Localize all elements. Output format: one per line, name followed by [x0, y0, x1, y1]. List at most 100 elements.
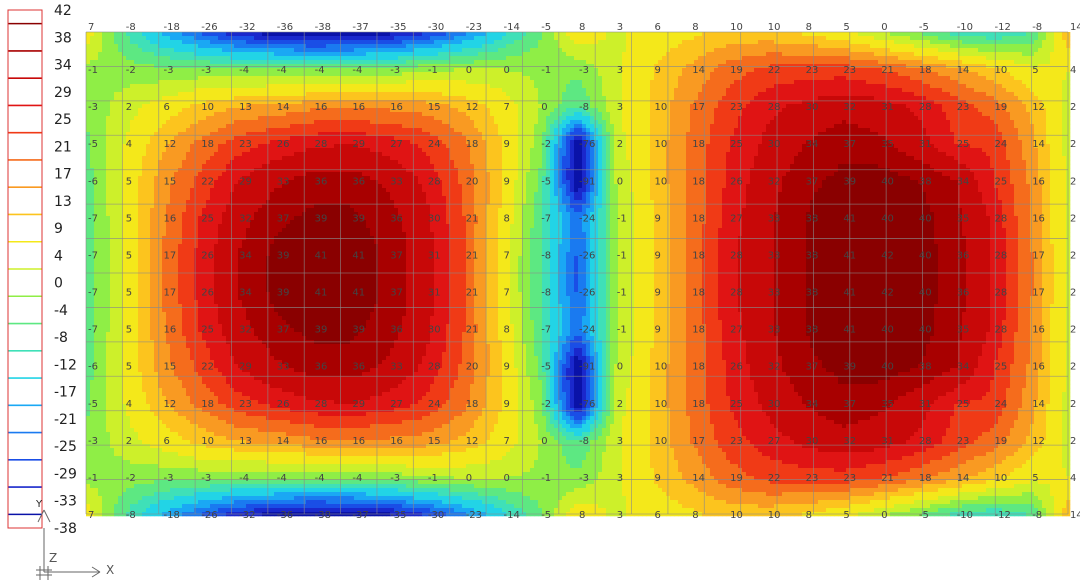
contour-cell: [422, 96, 427, 101]
contour-cell: [898, 84, 903, 89]
contour-cell: [646, 104, 651, 109]
contour-cell: [162, 40, 167, 45]
contour-cell: [834, 44, 839, 49]
contour-cell: [1030, 80, 1035, 85]
contour-cell: [486, 32, 491, 37]
contour-cell: [510, 32, 515, 37]
contour-cell: [614, 80, 619, 85]
contour-cell: [258, 100, 263, 105]
contour-cell: [722, 76, 727, 81]
contour-cell: [942, 84, 947, 89]
contour-cell: [290, 76, 295, 81]
contour-cell: [350, 88, 355, 93]
contour-cell: [758, 104, 763, 109]
contour-cell: [1046, 108, 1051, 113]
contour-cell: [1058, 84, 1063, 89]
contour-cell: [482, 84, 487, 89]
contour-cell: [518, 52, 523, 57]
contour-cell: [890, 108, 895, 113]
contour-cell: [486, 52, 491, 57]
contour-cell: [614, 72, 619, 77]
contour-cell: [454, 72, 459, 77]
contour-cell: [766, 76, 771, 81]
contour-cell: [122, 104, 127, 109]
contour-cell: [790, 88, 795, 93]
contour-cell: [126, 104, 131, 109]
contour-cell: [146, 108, 151, 113]
contour-cell: [118, 80, 123, 85]
contour-cell: [366, 72, 371, 77]
contour-cell: [1006, 100, 1011, 105]
contour-cell: [230, 108, 235, 113]
contour-cell: [874, 36, 879, 41]
contour-cell: [638, 108, 643, 113]
contour-cell: [778, 76, 783, 81]
contour-cell: [118, 48, 123, 53]
contour-cell: [494, 76, 499, 81]
contour-cell: [502, 88, 507, 93]
contour-cell: [522, 48, 527, 53]
contour-cell: [178, 104, 183, 109]
contour-cell: [758, 96, 763, 101]
contour-cell: [322, 76, 327, 81]
contour-cell: [434, 108, 439, 113]
contour-cell: [422, 100, 427, 105]
contour-cell: [478, 60, 483, 65]
contour-cell: [242, 76, 247, 81]
contour-cell: [798, 80, 803, 85]
contour-cell: [574, 92, 579, 97]
contour-cell: [94, 52, 99, 57]
contour-cell: [754, 52, 759, 57]
contour-cell: [506, 36, 511, 41]
contour-cell: [258, 52, 263, 57]
contour-cell: [582, 60, 587, 65]
contour-cell: [594, 108, 599, 113]
contour-cell: [230, 40, 235, 45]
contour-cell: [446, 32, 451, 37]
contour-cell: [254, 40, 259, 45]
contour-cell: [582, 72, 587, 77]
contour-cell: [194, 92, 199, 97]
contour-cell: [602, 84, 607, 89]
contour-cell: [1010, 68, 1015, 73]
contour-cell: [1026, 32, 1031, 37]
contour-cell: [262, 88, 267, 93]
contour-cell: [798, 84, 803, 89]
contour-cell: [338, 40, 343, 45]
contour-cell: [222, 36, 227, 41]
contour-cell: [326, 84, 331, 89]
contour-cell: [478, 68, 483, 73]
contour-cell: [338, 88, 343, 93]
contour-cell: [570, 72, 575, 77]
contour-cell: [1034, 100, 1039, 105]
contour-cell: [142, 108, 147, 113]
contour-cell: [618, 36, 623, 41]
contour-cell: [254, 100, 259, 105]
contour-cell: [546, 48, 551, 53]
contour-cell: [770, 84, 775, 89]
contour-cell: [354, 96, 359, 101]
contour-cell: [906, 68, 911, 73]
contour-cell: [658, 48, 663, 53]
contour-cell: [786, 60, 791, 65]
contour-cell: [1034, 44, 1039, 49]
contour-cell: [598, 108, 603, 113]
contour-cell: [782, 88, 787, 93]
contour-cell: [166, 32, 171, 37]
contour-cell: [646, 40, 651, 45]
contour-cell: [150, 112, 155, 117]
contour-cell: [974, 48, 979, 53]
contour-cell: [902, 52, 907, 57]
contour-cell: [994, 100, 999, 105]
contour-cell: [1058, 72, 1063, 77]
contour-cell: [610, 76, 615, 81]
contour-cell: [406, 96, 411, 101]
contour-cell: [1006, 96, 1011, 101]
contour-cell: [86, 56, 91, 61]
contour-cell: [982, 60, 987, 65]
contour-cell: [830, 72, 835, 77]
contour-cell: [1054, 44, 1059, 49]
contour-cell: [158, 108, 163, 113]
contour-cell: [878, 68, 883, 73]
contour-cell: [954, 52, 959, 57]
